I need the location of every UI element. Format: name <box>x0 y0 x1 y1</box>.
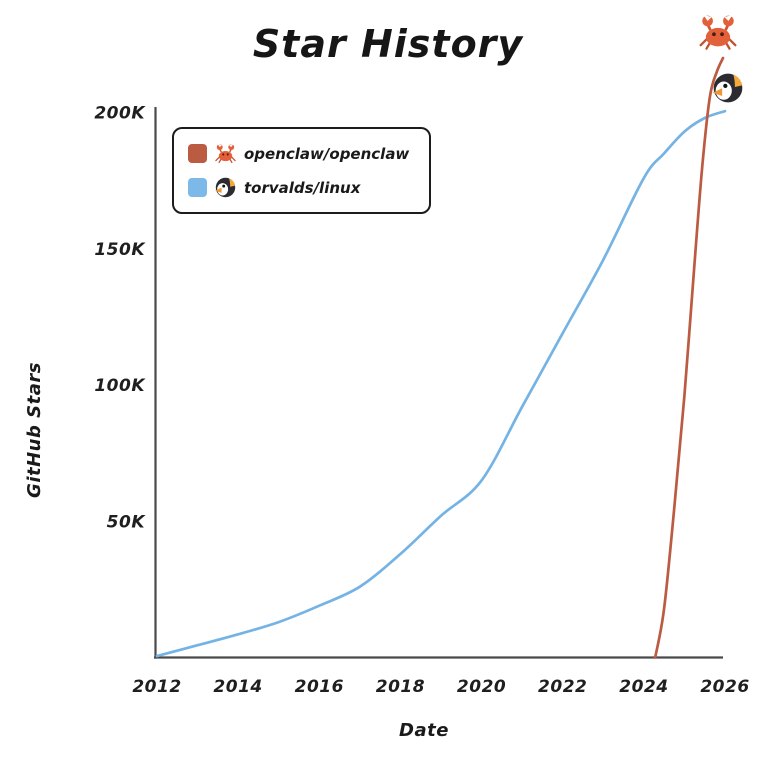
x-tick-label: 2022 <box>538 677 587 697</box>
x-axis-tick-labels: 2012 2014 2016 2018 2020 2022 2024 2026 <box>132 677 749 697</box>
y-axis-title: GitHub Stars <box>24 362 45 498</box>
x-tick-label: 2012 <box>132 677 181 697</box>
y-tick-label: 200K <box>94 104 146 124</box>
legend-label-linux: torvalds/linux <box>244 178 361 197</box>
openclaw-color-swatch <box>188 144 207 163</box>
legend: openclaw/openclaw torvalds/linux <box>172 127 432 214</box>
y-tick-label: 50K <box>107 512 147 532</box>
x-tick-label: 2020 <box>457 677 506 697</box>
series-lines <box>155 56 727 659</box>
x-axis-title: Date <box>399 720 449 741</box>
crab-icon <box>214 142 237 165</box>
x-tick-label: 2016 <box>295 677 344 697</box>
legend-label-openclaw: openclaw/openclaw <box>244 144 410 163</box>
x-tick-label: 2024 <box>619 677 668 697</box>
linux-color-swatch <box>188 178 207 197</box>
line-openclaw-openclaw <box>653 56 725 659</box>
legend-item-linux: torvalds/linux <box>188 176 409 199</box>
y-axis-tick-labels: 50K 100K 150K 200K <box>94 104 147 533</box>
line-torvalds-linux <box>155 109 727 658</box>
legend-item-openclaw: openclaw/openclaw <box>188 142 409 165</box>
x-tick-label: 2014 <box>213 677 262 697</box>
y-tick-label: 100K <box>94 376 146 396</box>
chart-title: Star History <box>252 22 524 66</box>
x-tick-label: 2026 <box>700 677 749 697</box>
x-tick-label: 2018 <box>376 677 425 697</box>
y-tick-label: 150K <box>94 240 146 260</box>
crab-icon <box>699 14 737 51</box>
penguin-icon <box>712 73 743 103</box>
penguin-icon <box>214 176 237 199</box>
